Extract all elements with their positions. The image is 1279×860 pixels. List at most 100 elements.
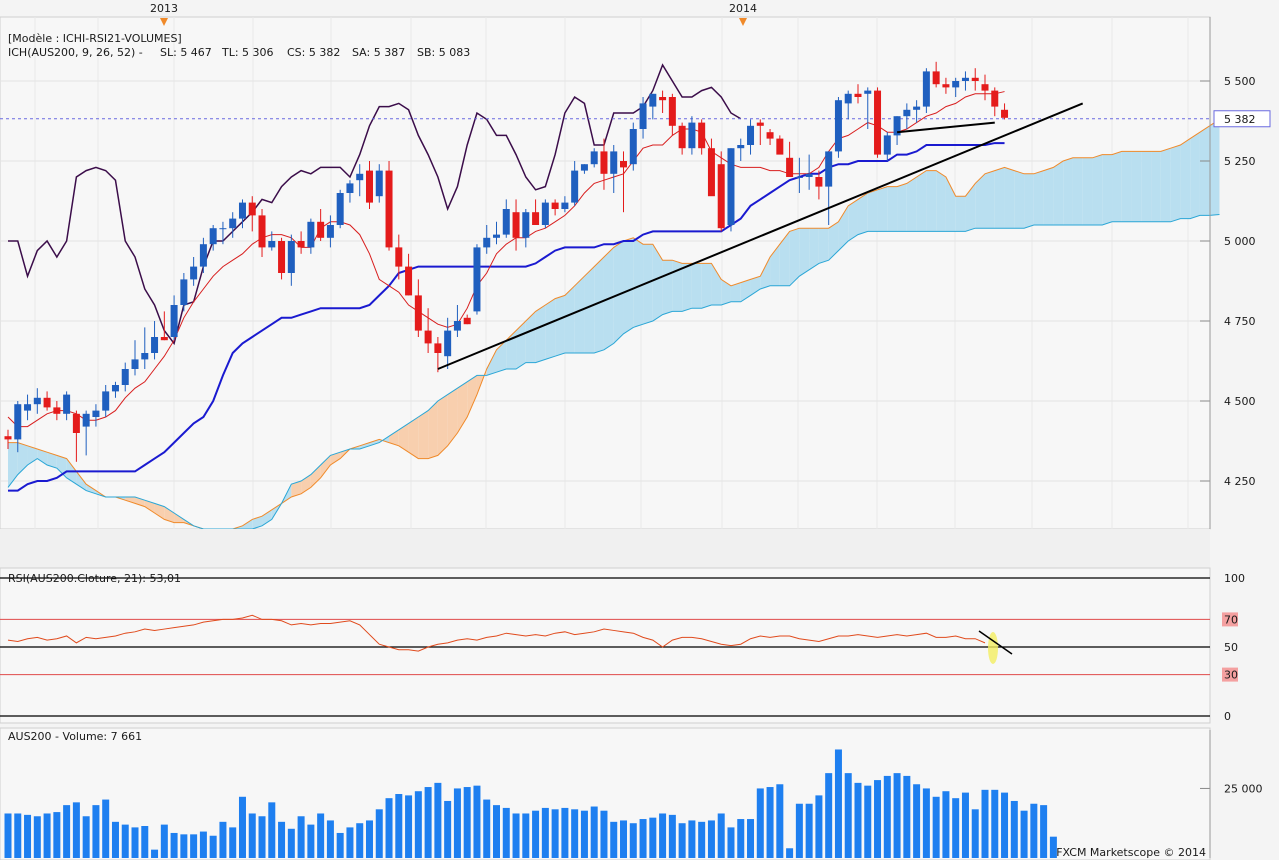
- cloud-segment: [613, 241, 624, 344]
- volume-bar: [874, 780, 882, 858]
- volume-bar: [903, 775, 911, 858]
- volume-bar: [248, 813, 256, 858]
- rsi-highlight: [988, 632, 998, 664]
- volume-bar: [1040, 805, 1048, 858]
- candle-body: [287, 241, 295, 273]
- cloud-segment: [1209, 119, 1220, 216]
- candle-body: [121, 369, 129, 385]
- year-label: 2014: [729, 2, 757, 15]
- candle-body: [922, 71, 930, 107]
- volume-bar: [199, 831, 207, 858]
- candle-body: [747, 125, 755, 145]
- candle-body: [688, 122, 696, 149]
- volume-bar: [942, 791, 950, 858]
- cloud-segment: [897, 183, 907, 232]
- candle-body: [405, 266, 413, 296]
- cloud-segment: [623, 237, 634, 334]
- cloud-segment: [965, 183, 976, 232]
- volume-bar: [580, 810, 588, 858]
- volume-bar: [326, 820, 334, 858]
- cloud-segment: [711, 263, 722, 305]
- candle-body: [952, 81, 960, 88]
- cloud-segment: [1024, 173, 1034, 229]
- candle-body: [971, 77, 979, 81]
- candle-body: [190, 266, 198, 280]
- candle-body: [698, 122, 706, 149]
- candle-body: [590, 151, 598, 165]
- candle-body: [766, 132, 774, 139]
- volume-bar: [287, 828, 295, 858]
- year-marker-icon: [160, 18, 168, 26]
- cloud-segment: [291, 481, 302, 497]
- cloud-segment: [652, 244, 663, 321]
- candle-body: [893, 116, 901, 136]
- cloud-segment: [828, 221, 839, 261]
- rsi-title: RSI(AUS200.Cloture, 21): 53,01: [8, 572, 181, 585]
- cloud-segment: [809, 228, 819, 270]
- candle-body: [854, 93, 862, 97]
- cloud-segment: [1112, 151, 1122, 222]
- volume-bar: [385, 798, 393, 858]
- volume-bar: [297, 816, 305, 858]
- rsi-panel[interactable]: 100 70 50 30 0 RSI(AUS200.Cloture, 21): 53,0…: [0, 567, 1245, 724]
- cloud-segment: [643, 244, 653, 325]
- volume-bar: [365, 820, 373, 858]
- volume-bar: [336, 832, 344, 858]
- cloud-segment: [17, 442, 28, 475]
- cloud-segment: [779, 231, 790, 286]
- cloud-segment: [47, 452, 57, 469]
- volume-bar: [395, 794, 403, 858]
- volume-bar: [844, 773, 852, 858]
- candle-body: [248, 202, 256, 216]
- cloud-segment: [594, 257, 604, 353]
- candle-body: [414, 295, 422, 331]
- candle-body: [874, 90, 882, 155]
- volume-bar: [922, 788, 930, 858]
- volume-bar: [971, 809, 979, 858]
- candle-body: [541, 202, 549, 225]
- candle-body: [307, 221, 315, 248]
- candle-body: [551, 202, 559, 209]
- volume-bar: [522, 813, 530, 858]
- volume-bar: [141, 826, 149, 858]
- cloud-segment: [486, 349, 497, 376]
- cloud-segment: [838, 205, 849, 251]
- volume-bar: [493, 805, 500, 858]
- candle-body: [180, 279, 188, 305]
- volume-bar: [659, 813, 667, 858]
- candle-body: [815, 177, 823, 187]
- candle-body: [991, 90, 999, 107]
- volume-bar: [737, 819, 745, 858]
- candle-body: [111, 385, 119, 392]
- candle-body: [258, 215, 266, 248]
- volume-bar: [815, 795, 823, 858]
- volume-bar: [453, 788, 461, 858]
- rsi-level-label: 100: [1224, 572, 1245, 585]
- volume-panel[interactable]: 25 000 AUS200 - Volume: 7 661 FXCM Marke…: [0, 727, 1263, 860]
- cloud-segment: [564, 285, 575, 353]
- cloud-segment: [1063, 157, 1073, 225]
- volume-bar: [756, 788, 764, 858]
- candle-body: [610, 151, 618, 174]
- price-tick-label: 5 000: [1224, 235, 1256, 248]
- candle-body: [92, 410, 100, 417]
- candle-body: [903, 109, 911, 117]
- cloud-segment: [496, 340, 507, 373]
- cloud-segment: [301, 474, 311, 494]
- volume-bar: [92, 805, 100, 858]
- volume-bar: [727, 827, 735, 858]
- cloud-segment: [760, 257, 771, 289]
- cloud-segment: [701, 263, 712, 309]
- volume-bar: [766, 787, 774, 858]
- volume-bar: [883, 775, 891, 858]
- cloud-segment: [1141, 151, 1152, 222]
- volume-bar: [776, 784, 784, 858]
- candle-body: [580, 164, 588, 171]
- volume-bar: [698, 821, 706, 858]
- volume-bar: [688, 820, 696, 858]
- sb-label: SB: 5 083: [417, 46, 470, 59]
- candle-body: [942, 84, 950, 88]
- volume-bar: [170, 832, 178, 858]
